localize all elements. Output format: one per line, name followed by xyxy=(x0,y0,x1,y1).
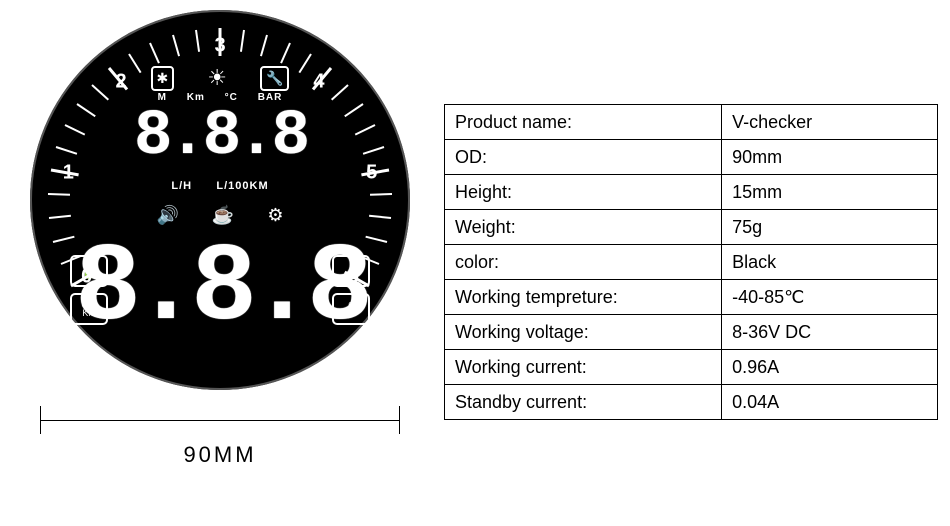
table-row: Weight:75g xyxy=(445,210,938,245)
mid-icon-row: 🔊 ☕ ⚙ xyxy=(30,204,410,226)
spec-key: Working voltage: xyxy=(445,315,722,350)
spec-table: Product name:V-checkerOD:90mmHeight:15mm… xyxy=(444,104,938,420)
spec-key: OD: xyxy=(445,140,722,175)
dial-tick-minor xyxy=(195,30,200,52)
gauge-face: ✱ ☀ 🔧 M Km °C BAR 8.8.8 L/H L/100KM 🔊 ☕ … xyxy=(30,10,410,390)
spec-value: V-checker xyxy=(722,105,938,140)
table-row: OD:90mm xyxy=(445,140,938,175)
spec-value: -40-85℃ xyxy=(722,280,938,315)
dial-tick-minor xyxy=(172,34,180,56)
dimension-bar xyxy=(40,420,400,421)
dial-tick-minor xyxy=(149,42,160,63)
top-icon-row: ✱ ☀ 🔧 xyxy=(30,65,410,91)
mid-labels: L/H L/100KM xyxy=(171,180,268,192)
spec-key: color: xyxy=(445,245,722,280)
small-digits: 8.8.8 xyxy=(134,105,306,169)
table-row: color:Black xyxy=(445,245,938,280)
spec-key: Product name: xyxy=(445,105,722,140)
large-digits: 8.8.8 xyxy=(75,235,365,345)
dial-tick-minor xyxy=(260,34,268,56)
dial-tick-major xyxy=(219,28,222,56)
coolant-temp-icon: 🌡 xyxy=(332,293,370,325)
spec-value: 90mm xyxy=(722,140,938,175)
dial-tick-minor xyxy=(280,42,291,63)
table-row: Working voltage:8-36V DC xyxy=(445,315,938,350)
small-digit-row: 8.8.8 xyxy=(30,105,410,169)
device-illustration: ✱ ☀ 🔧 M Km °C BAR 8.8.8 L/H L/100KM 🔊 ☕ … xyxy=(10,10,430,490)
spec-value: 0.04A xyxy=(722,385,938,420)
brightness-icon: ☀ xyxy=(207,65,227,91)
spec-value: 75g xyxy=(722,210,938,245)
dial-tick-minor xyxy=(240,30,245,52)
spec-value: 0.96A xyxy=(722,350,938,385)
table-row: Product name:V-checker xyxy=(445,105,938,140)
speaker-icon: 🔊 xyxy=(156,205,178,226)
spec-key: Standby current: xyxy=(445,385,722,420)
gear-icon: ✱ xyxy=(151,66,175,91)
table-row: Height:15mm xyxy=(445,175,938,210)
spec-key: Height: xyxy=(445,175,722,210)
table-row: Standby current:0.04A xyxy=(445,385,938,420)
spec-value: Black xyxy=(722,245,938,280)
table-row: Working tempreture:-40-85℃ xyxy=(445,280,938,315)
mid-unit-labels: L/H L/100KM xyxy=(30,180,410,192)
spec-key: Weight: xyxy=(445,210,722,245)
spec-value: 15mm xyxy=(722,175,938,210)
spec-value: 8-36V DC xyxy=(722,315,938,350)
dial-tick-minor xyxy=(370,193,392,196)
dimension-label: 90MM xyxy=(10,442,430,468)
wrench-icon: 🔧 xyxy=(260,66,289,91)
engine-icon: ⚙ xyxy=(267,205,283,226)
cup-icon: ☕ xyxy=(212,205,234,226)
spec-key: Working tempreture: xyxy=(445,280,722,315)
table-row: Working current:0.96A xyxy=(445,350,938,385)
spec-key: Working current: xyxy=(445,350,722,385)
dial-tick-minor xyxy=(48,193,70,196)
